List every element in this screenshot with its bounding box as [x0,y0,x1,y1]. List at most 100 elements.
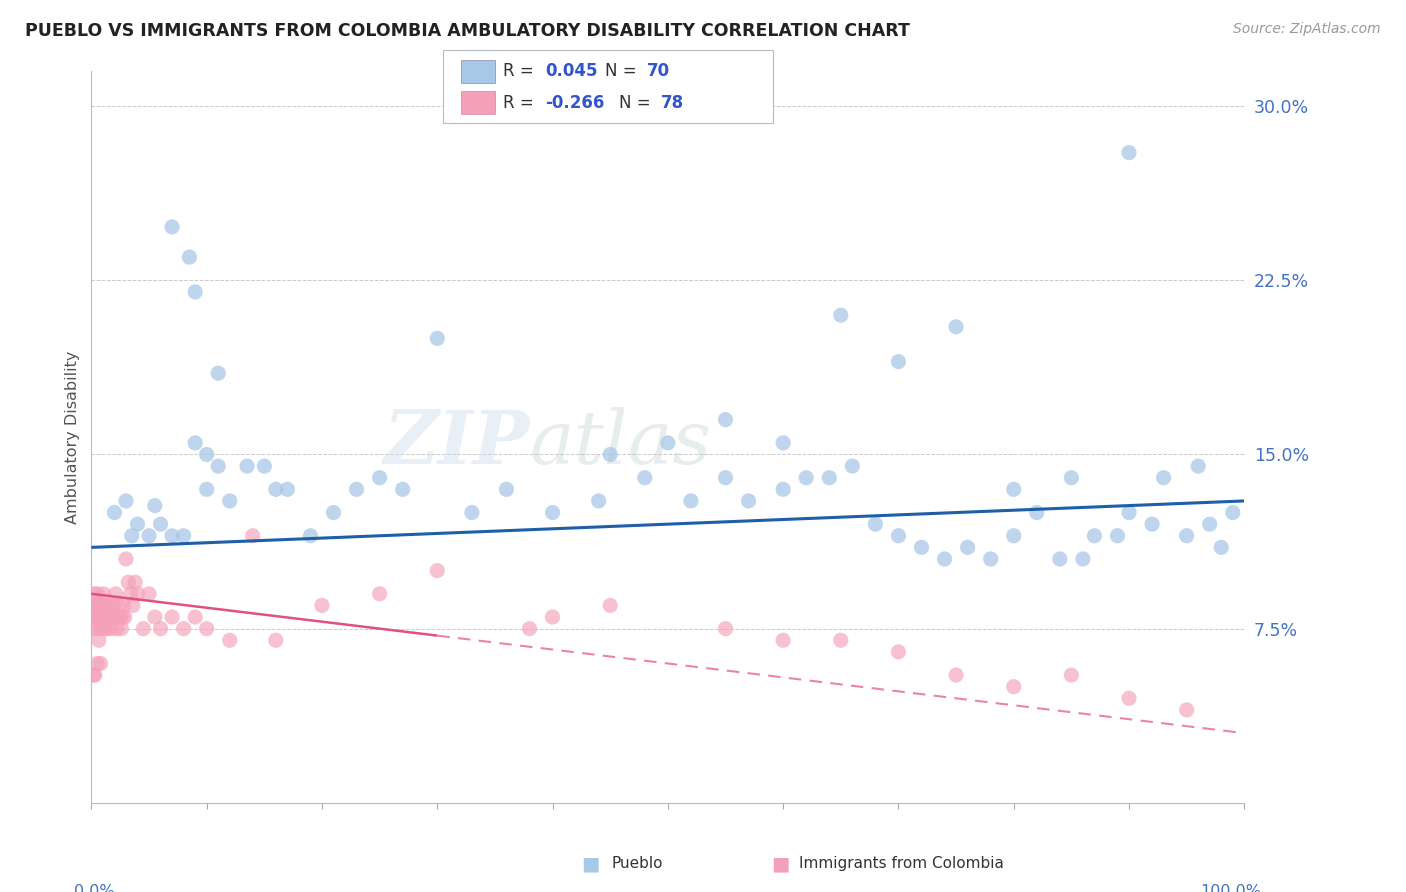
Point [1118,506,1140,520]
Text: 70: 70 [647,62,669,80]
Point [495,483,517,497]
Point [108,599,131,613]
Text: ZIP: ZIP [384,407,530,479]
Point [311,599,333,613]
Point [346,483,368,497]
Point [173,529,195,543]
Point [101,610,124,624]
Point [830,308,852,322]
Point [94,622,117,636]
Point [111,610,134,624]
Point [115,552,138,566]
Point [322,506,344,520]
Point [1187,459,1209,474]
Point [1153,471,1175,485]
Point [264,633,287,648]
Point [94,610,117,624]
Point [956,541,979,555]
Point [120,587,142,601]
Text: 100.0%: 100.0% [1201,884,1261,892]
Point [138,529,160,543]
Point [87,633,110,648]
Point [105,622,128,636]
Point [138,587,160,601]
Point [96,622,118,636]
Text: N =: N = [605,62,641,80]
Text: R =: R = [503,62,540,80]
Point [173,622,195,636]
Point [945,668,967,682]
Point [87,599,110,613]
Point [980,552,1002,566]
Point [184,436,207,450]
Point [83,668,105,682]
Point [818,471,841,485]
Point [679,494,702,508]
Point [89,610,111,624]
Point [391,483,413,497]
Y-axis label: Ambulatory Disability: Ambulatory Disability [65,351,80,524]
Point [143,499,166,513]
Point [100,622,122,636]
Point [772,633,794,648]
Point [93,599,115,613]
Point [841,459,863,474]
Point [160,610,183,624]
Point [1060,471,1083,485]
Point [83,668,105,682]
Text: N =: N = [619,94,655,112]
Point [104,587,127,601]
Point [84,610,107,624]
Point [112,599,135,613]
Point [83,610,105,624]
Point [887,354,910,368]
Point [195,483,218,497]
Point [93,610,115,624]
Point [179,250,201,264]
Point [1118,691,1140,706]
Point [86,599,108,613]
Point [461,506,484,520]
Point [934,552,956,566]
Point [124,575,146,590]
Point [794,471,817,485]
Point [634,471,657,485]
Text: ■: ■ [770,854,790,873]
Point [149,622,172,636]
Point [195,622,218,636]
Point [1107,529,1129,543]
Point [1198,517,1220,532]
Point [96,599,118,613]
Text: Source: ZipAtlas.com: Source: ZipAtlas.com [1233,22,1381,37]
Point [1071,552,1094,566]
Point [84,622,107,636]
Point [1118,145,1140,160]
Point [83,587,105,601]
Point [160,529,183,543]
Point [103,610,125,624]
Point [714,622,737,636]
Point [82,622,104,636]
Point [714,412,737,426]
Point [115,494,138,508]
Point [117,575,139,590]
Point [264,483,287,497]
Point [865,517,887,532]
Point [368,587,391,601]
Point [1140,517,1163,532]
Text: Pueblo: Pueblo [612,856,664,871]
Text: 0.0%: 0.0% [75,884,115,892]
Point [276,483,298,497]
Point [86,610,108,624]
Point [121,529,143,543]
Point [830,633,852,648]
Point [90,599,112,613]
Point [1175,703,1198,717]
Point [588,494,610,508]
Point [207,366,229,380]
Point [97,610,120,624]
Point [368,471,391,485]
Point [83,599,105,613]
Point [86,657,108,671]
Point [82,599,104,613]
